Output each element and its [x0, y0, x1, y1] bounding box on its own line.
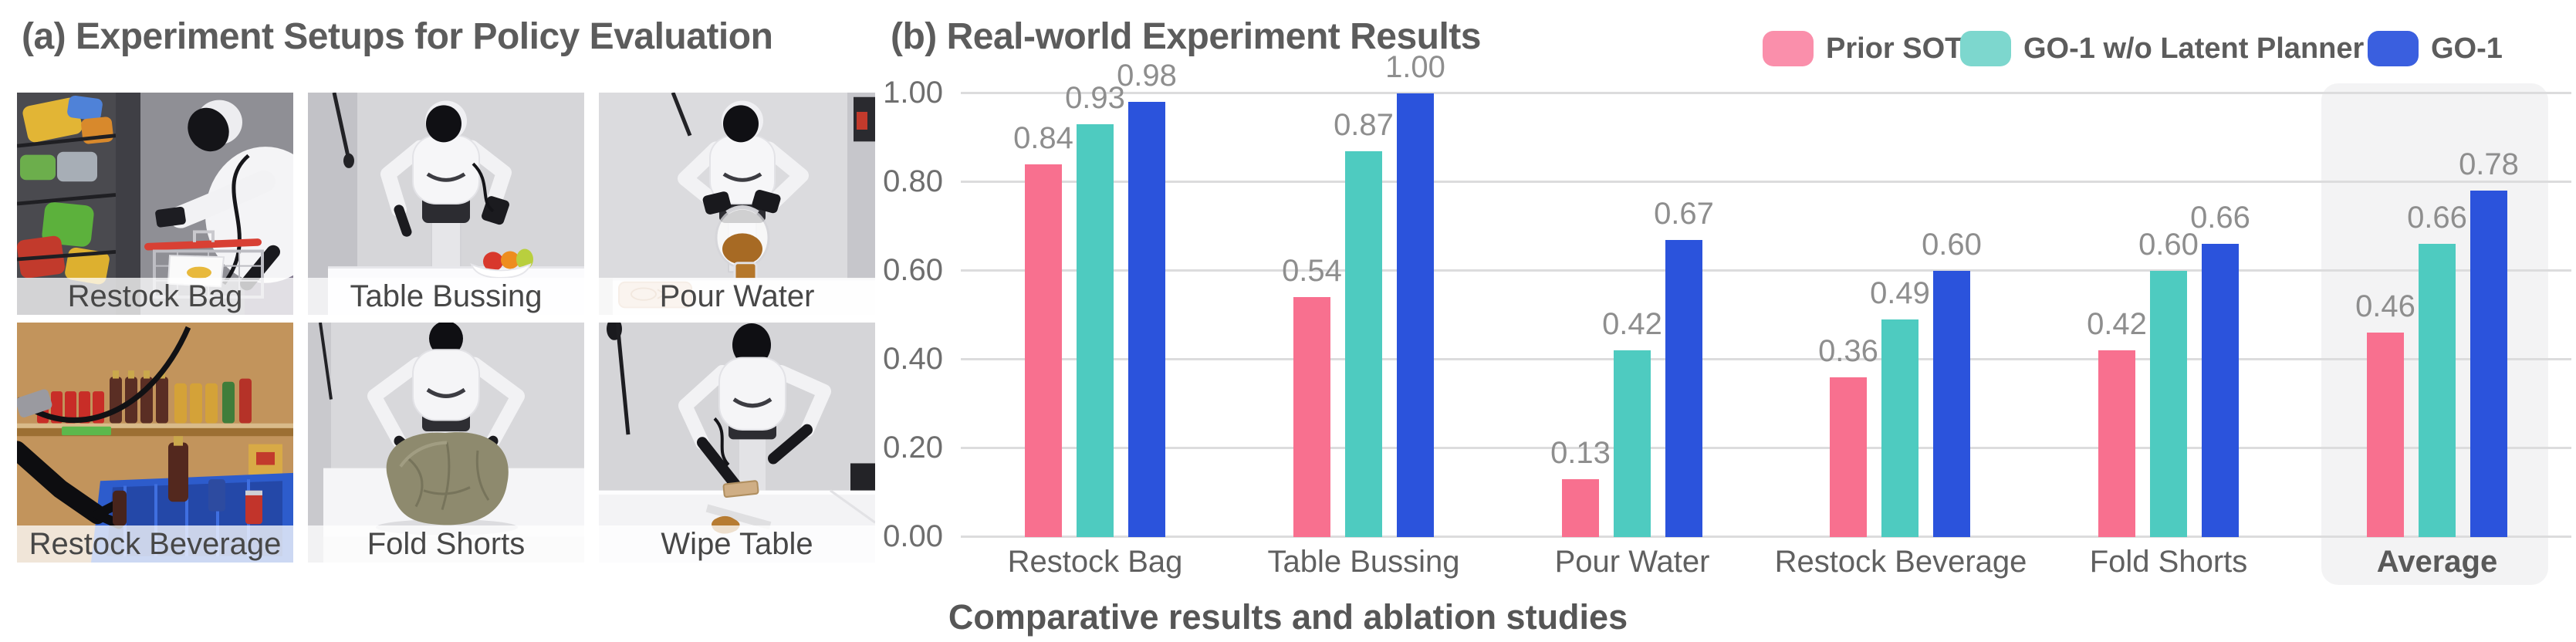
mic-stand: [607, 323, 630, 435]
x-category-label-pour-water: Pour Water: [1554, 545, 1710, 579]
y-tick-label-0.80: 0.80: [883, 164, 943, 198]
shelf-object: [854, 96, 875, 142]
legend-item-go1-wo-latent-planner: GO-1 w/o Latent Planner: [1960, 31, 2364, 66]
bar-go-1-fold-shorts: [2202, 244, 2239, 537]
legend-swatch-prior-sota: [1763, 31, 1814, 66]
bar-value-label-prior-sota-restock-beverage: 0.36: [1818, 334, 1878, 368]
gridline-1.00: [961, 92, 2571, 94]
gray-clamp: [17, 389, 52, 417]
bar-prior-sota-table-bussing: [1293, 297, 1330, 537]
bar-value-label-go-1-w-o-latent-planner-restock-beverage: 0.49: [1870, 276, 1930, 310]
bar-prior-sota-fold-shorts: [2098, 350, 2135, 537]
bar-value-label-go-1-w-o-latent-planner-restock-bag: 0.93: [1065, 81, 1125, 115]
photo-fold-shorts: Fold Shorts: [308, 323, 584, 563]
bar-go-1-w-o-latent-planner-restock-bag: [1077, 124, 1114, 537]
experiment-photo-grid: Restock Bag: [17, 93, 875, 563]
photo-restock-bag: Restock Bag: [17, 93, 293, 315]
robot: [380, 100, 512, 276]
robot: [155, 100, 293, 291]
x-category-label-restock-beverage: Restock Beverage: [1774, 545, 2027, 579]
photo-wipe-table: Wipe Table: [599, 323, 875, 563]
x-category-label-restock-bag: Restock Bag: [1007, 545, 1183, 579]
pour-water-illustration: [599, 93, 875, 315]
robot: [678, 323, 831, 492]
y-tick-label-0.00: 0.00: [883, 519, 943, 553]
photo-pour-water: Pour Water: [599, 93, 875, 315]
panel-a-title: (a) Experiment Setups for Policy Evaluat…: [22, 16, 773, 57]
photo-restock-beverage: Restock Beverage: [17, 323, 293, 563]
legend-label-go1-wo-latent-planner: GO-1 w/o Latent Planner: [2023, 32, 2365, 65]
y-tick-label-1.00: 1.00: [883, 76, 943, 110]
bar-value-label-go-1-w-o-latent-planner-table-bussing: 0.87: [1334, 108, 1394, 142]
bar-go-1-table-bussing: [1397, 93, 1434, 537]
mic-stand: [332, 93, 354, 168]
bar-value-label-prior-sota-pour-water: 0.13: [1550, 436, 1611, 470]
gridline-0.20: [961, 447, 2571, 449]
bar-go-1-pour-water: [1665, 240, 1702, 537]
bar-value-label-prior-sota-table-bussing: 0.54: [1282, 254, 1342, 288]
x-category-label-average: Average: [2376, 545, 2498, 579]
photo-label-fold-shorts: Fold Shorts: [308, 525, 584, 563]
bar-go-1-restock-beverage: [1933, 271, 1970, 537]
bar-value-label-go-1-w-o-latent-planner-pour-water: 0.42: [1602, 307, 1662, 341]
photo-label-pour-water: Pour Water: [599, 278, 875, 315]
photo-label-wipe-table: Wipe Table: [599, 525, 875, 563]
y-tick-label-0.60: 0.60: [883, 253, 943, 287]
bar-go-1-w-o-latent-planner-average: [2419, 244, 2456, 537]
photo-label-restock-beverage: Restock Beverage: [17, 525, 293, 563]
bar-value-label-go-1-restock-beverage: 0.60: [1922, 228, 1982, 262]
bar-prior-sota-average: [2367, 333, 2404, 537]
bar-value-label-go-1-pour-water: 0.67: [1654, 197, 1714, 231]
mic-stand: [319, 323, 333, 400]
bar-prior-sota-restock-beverage: [1830, 377, 1867, 537]
snack-rack: [17, 93, 117, 315]
fold-shorts-illustration: [308, 323, 584, 563]
photo-table-bussing: Table Bussing: [308, 93, 584, 315]
bar-value-label-go-1-w-o-latent-planner-average: 0.66: [2407, 201, 2467, 235]
gridline-0.80: [961, 181, 2571, 183]
cable: [17, 326, 191, 424]
legend-item-prior-sota: Prior SOTA: [1763, 31, 1982, 66]
mic-stand: [671, 93, 692, 137]
bar-value-label-prior-sota-average: 0.46: [2355, 289, 2415, 323]
bar-value-label-go-1-restock-bag: 0.98: [1117, 59, 1177, 93]
bar-go-1-average: [2470, 191, 2507, 537]
bar-value-label-go-1-table-bussing: 1.00: [1385, 50, 1445, 84]
bar-prior-sota-pour-water: [1562, 479, 1599, 537]
bar-go-1-w-o-latent-planner-table-bussing: [1345, 151, 1382, 537]
x-category-label-table-bussing: Table Bussing: [1267, 545, 1460, 579]
legend-swatch-go1: [2368, 31, 2419, 66]
x-category-label-fold-shorts: Fold Shorts: [2089, 545, 2248, 579]
bar-value-label-go-1-average: 0.78: [2459, 147, 2519, 181]
gridline-0.40: [961, 358, 2571, 360]
legend-swatch-go1-wo-latent-planner: [1960, 31, 2011, 66]
photo-label-restock-bag: Restock Bag: [17, 278, 293, 315]
figure-caption: Comparative results and ablation studies: [948, 597, 1628, 637]
gridline-0.00: [961, 536, 2571, 538]
bar-go-1-w-o-latent-planner-pour-water: [1614, 350, 1651, 537]
robot-arm: [17, 441, 127, 529]
bar-value-label-go-1-w-o-latent-planner-fold-shorts: 0.60: [2138, 228, 2199, 262]
bar-value-label-go-1-fold-shorts: 0.66: [2190, 201, 2250, 235]
bar-value-label-prior-sota-restock-bag: 0.84: [1013, 121, 1073, 155]
bar-go-1-w-o-latent-planner-fold-shorts: [2150, 271, 2187, 537]
sponge: [722, 480, 759, 498]
fruit-bowl: [470, 248, 533, 279]
gridline-0.60: [961, 269, 2571, 272]
legend-item-go1: GO-1: [2368, 31, 2503, 66]
panel-b-title: (b) Real-world Experiment Results: [891, 16, 1481, 57]
bar-prior-sota-restock-bag: [1025, 164, 1062, 537]
y-tick-label-0.40: 0.40: [883, 342, 943, 376]
photo-label-table-bussing: Table Bussing: [308, 278, 584, 315]
legend-label-prior-sota: Prior SOTA: [1826, 32, 1982, 65]
bar-value-label-prior-sota-fold-shorts: 0.42: [2087, 307, 2147, 341]
legend-label-go1: GO-1: [2431, 32, 2503, 65]
y-tick-label-0.20: 0.20: [883, 431, 943, 465]
bar-go-1-restock-bag: [1128, 102, 1165, 537]
bar-go-1-w-o-latent-planner-restock-beverage: [1881, 319, 1918, 537]
